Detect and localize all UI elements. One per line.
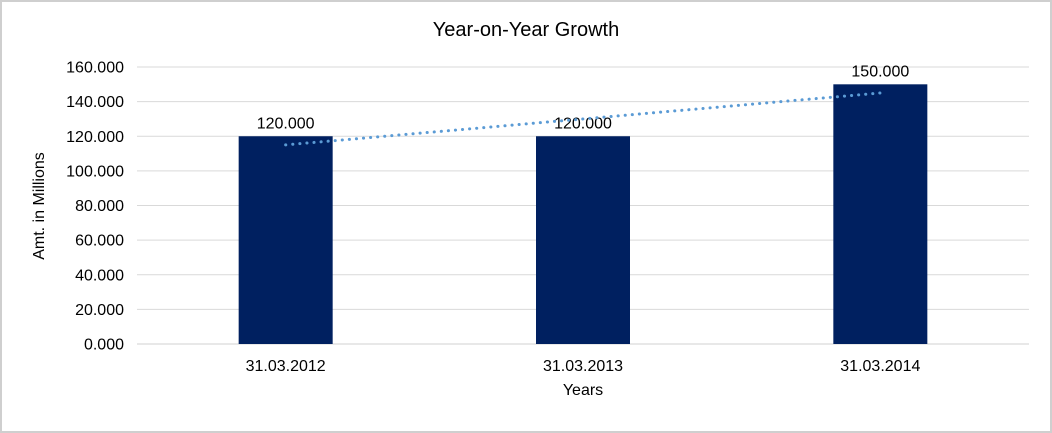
y-axis-title: Amt. in Millions [31,152,48,260]
bar-data-label: 120.000 [257,115,315,132]
bar [536,136,630,344]
y-tick-label: 140.000 [66,94,124,111]
bar [238,136,333,344]
x-category-label: 31.03.2012 [246,358,326,375]
y-tick-label: 100.000 [66,163,124,180]
y-tick-label: 20.000 [75,302,124,319]
chart-title: Year-on-Year Growth [432,19,620,41]
y-tick-label: 80.000 [75,198,124,215]
y-tick-label: 60.000 [75,233,124,250]
x-category-label: 31.03.2014 [840,358,920,375]
x-axis-title: Years [562,382,604,399]
y-tick-label: 120.000 [66,129,124,146]
y-tick-label: 160.000 [66,60,124,77]
x-category-label: 31.03.2013 [543,358,623,375]
bar-data-label: 150.000 [851,63,909,80]
y-tick-label: 40.000 [75,267,124,284]
trendline [284,91,882,147]
bar [833,84,928,344]
y-tick-label: 0.000 [84,337,124,354]
